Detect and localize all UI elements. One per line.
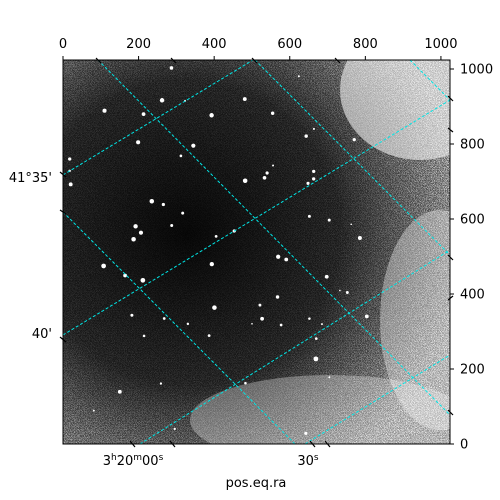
star xyxy=(138,230,144,235)
right-tick-label: 400 xyxy=(460,288,485,303)
star xyxy=(270,111,275,115)
star xyxy=(242,178,248,184)
top-tick-label: 600 xyxy=(277,37,302,52)
star xyxy=(364,314,369,319)
star xyxy=(297,75,300,78)
top-tick-label: 1000 xyxy=(424,37,457,52)
star xyxy=(352,137,356,142)
star xyxy=(258,303,262,307)
star xyxy=(212,305,217,310)
star xyxy=(181,211,185,215)
star xyxy=(179,154,183,158)
star xyxy=(149,198,155,204)
star xyxy=(275,295,280,299)
star xyxy=(328,376,331,379)
star xyxy=(117,389,122,394)
ra-tick-label-2: 30s xyxy=(297,453,319,469)
star xyxy=(92,409,95,412)
star xyxy=(130,313,134,317)
star xyxy=(251,322,253,325)
star xyxy=(312,127,315,130)
star xyxy=(186,322,190,326)
star xyxy=(306,181,310,185)
star xyxy=(304,431,308,435)
star xyxy=(173,427,176,431)
top-tick-label: 400 xyxy=(202,37,227,52)
star xyxy=(141,112,146,117)
star xyxy=(284,257,289,262)
star xyxy=(357,235,362,240)
star-field xyxy=(68,66,369,435)
star xyxy=(265,171,269,175)
star xyxy=(320,323,323,326)
star xyxy=(312,169,316,173)
star xyxy=(345,291,349,294)
star xyxy=(161,202,165,207)
star xyxy=(209,261,214,267)
star xyxy=(142,334,146,338)
top-axis: 0 200 400 600 800 1000 xyxy=(59,37,457,60)
star xyxy=(339,289,341,292)
x-axis-label: pos.eq.ra xyxy=(226,476,287,491)
dec-tick-label-2: 40' xyxy=(32,327,52,342)
star xyxy=(308,317,311,320)
star xyxy=(312,177,316,181)
star xyxy=(159,382,163,385)
star xyxy=(244,381,247,385)
star xyxy=(68,182,73,187)
star xyxy=(279,323,283,327)
star xyxy=(327,218,331,222)
star xyxy=(276,254,281,259)
star xyxy=(162,317,166,320)
sky-image xyxy=(63,60,450,444)
star xyxy=(209,113,214,118)
star xyxy=(214,234,218,238)
top-tick-label: 0 xyxy=(59,37,67,52)
right-tick-label: 200 xyxy=(460,363,485,378)
star xyxy=(272,164,275,167)
coordinate-grid xyxy=(63,60,450,444)
star xyxy=(324,274,329,279)
right-axis: 0 200 400 600 800 1000 xyxy=(450,63,493,453)
right-tick-label: 600 xyxy=(460,213,485,228)
star xyxy=(133,224,138,229)
star xyxy=(102,108,107,113)
star xyxy=(68,157,72,161)
star xyxy=(123,273,127,278)
star xyxy=(136,140,141,145)
wcs-tick-marks xyxy=(59,57,454,448)
star xyxy=(170,224,174,228)
star xyxy=(191,143,196,148)
top-tick-label: 200 xyxy=(126,37,151,52)
star xyxy=(304,134,308,138)
right-tick-label: 1000 xyxy=(460,63,493,78)
star xyxy=(313,356,319,362)
star xyxy=(131,236,136,242)
star xyxy=(260,316,264,321)
plot-frame xyxy=(62,59,451,445)
star xyxy=(140,277,146,283)
ra-tick-label-1: 3h20m00s xyxy=(103,453,164,469)
right-tick-label: 800 xyxy=(460,138,485,153)
star xyxy=(350,223,353,226)
dec-tick-label-1: 41°35' xyxy=(9,171,52,186)
star xyxy=(159,98,165,103)
star xyxy=(262,175,267,180)
right-tick-label: 0 xyxy=(460,438,468,453)
star xyxy=(207,334,211,337)
top-tick-label: 800 xyxy=(353,37,378,52)
star xyxy=(314,337,318,340)
star xyxy=(101,263,106,269)
star xyxy=(307,214,311,218)
star xyxy=(169,66,174,70)
star xyxy=(242,97,247,101)
